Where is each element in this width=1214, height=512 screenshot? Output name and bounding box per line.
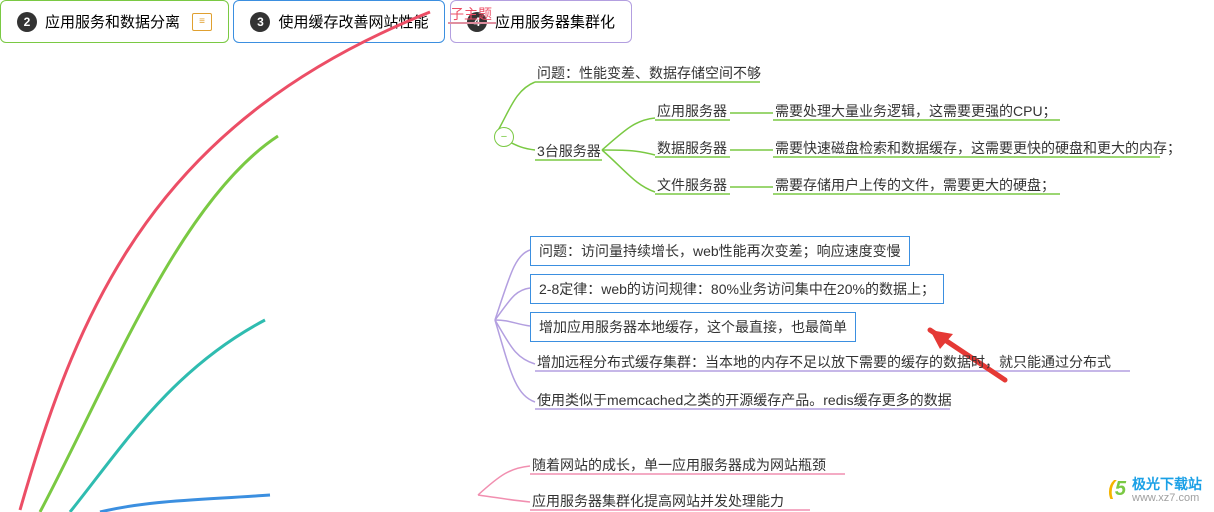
- node3-child-4[interactable]: 增加远程分布式缓存集群：当本地的内存不足以放下需要的缓存的数据时，就只能通过分布…: [537, 352, 1111, 372]
- topic-node-2[interactable]: 2 应用服务和数据分离 ≡: [0, 0, 229, 43]
- node4-child-1[interactable]: 随着网站的成长，单一应用服务器成为网站瓶颈: [532, 455, 826, 475]
- collapse-toggle-node-2[interactable]: −: [494, 127, 514, 147]
- topic-title: 使用缓存改善网站性能: [278, 11, 428, 32]
- node3-child-2[interactable]: 2-8定律：web的访问规律：80%业务访问集中在20%的数据上；: [530, 274, 944, 304]
- node3-child-5[interactable]: 使用类似于memcached之类的开源缓存产品。redis缓存更多的数据: [537, 390, 952, 410]
- watermark-logo: (5 极光下载站 www.xz7.com: [1108, 474, 1202, 504]
- node2-app-server[interactable]: 应用服务器: [657, 101, 727, 121]
- topic-title: 应用服务和数据分离: [45, 11, 180, 32]
- orphan-subtopic[interactable]: 子主题: [450, 4, 492, 24]
- node2-child-problem[interactable]: 问题：性能变差、数据存储空间不够: [537, 63, 761, 83]
- node2-data-server-desc[interactable]: 需要快速磁盘检索和数据缓存，这需要更快的硬盘和更大的内存；: [775, 138, 1181, 158]
- node2-file-server-desc[interactable]: 需要存储用户上传的文件，需要更大的硬盘；: [775, 175, 1055, 195]
- topic-number-badge: 2: [17, 12, 37, 32]
- watermark-url: www.xz7.com: [1132, 492, 1202, 504]
- node4-child-2[interactable]: 应用服务器集群化提高网站并发处理能力: [532, 491, 784, 511]
- topic-title: 应用服务器集群化: [495, 11, 615, 32]
- note-icon[interactable]: ≡: [192, 13, 212, 31]
- topic-node-3[interactable]: 3 使用缓存改善网站性能: [233, 0, 445, 43]
- topic-number-badge: 3: [250, 12, 270, 32]
- logo-mark-icon: (5: [1108, 478, 1126, 501]
- node3-child-3[interactable]: 增加应用服务器本地缓存，这个最直接，也最简单: [530, 312, 856, 342]
- node2-app-server-desc[interactable]: 需要处理大量业务逻辑，这需要更强的CPU；: [775, 101, 1057, 121]
- watermark-brand: 极光下载站: [1132, 474, 1202, 494]
- node2-data-server[interactable]: 数据服务器: [657, 138, 727, 158]
- node3-child-1[interactable]: 问题：访问量持续增长，web性能再次变差；响应速度变慢: [530, 236, 910, 266]
- node2-child-3servers[interactable]: 3台服务器: [537, 141, 601, 161]
- node2-file-server[interactable]: 文件服务器: [657, 175, 727, 195]
